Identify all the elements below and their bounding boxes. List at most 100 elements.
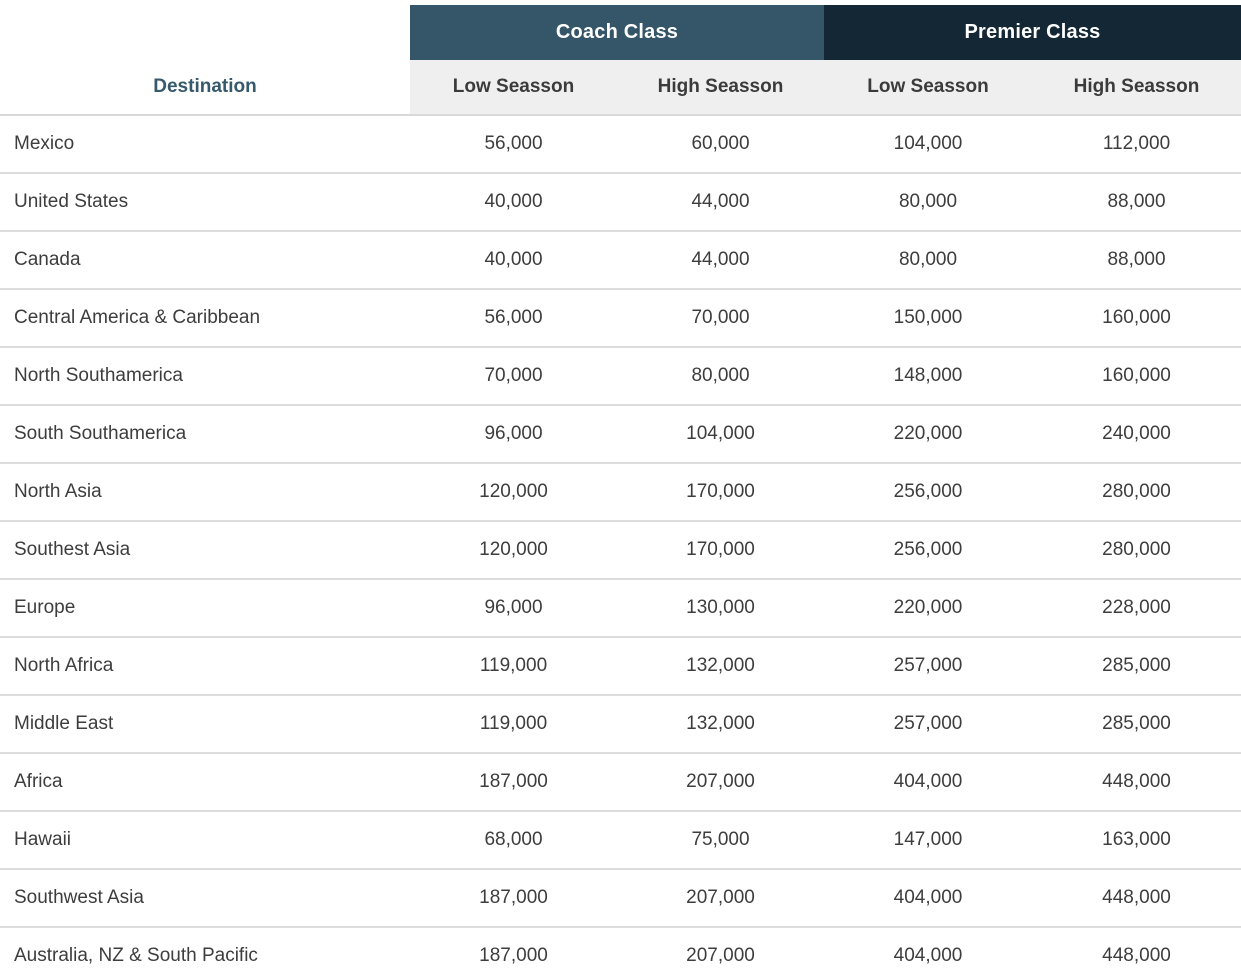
miles-value-cell: 70,000 <box>484 365 543 386</box>
miles-value-cell: 280,000 <box>1102 539 1171 560</box>
miles-value-cell: 448,000 <box>1102 771 1171 792</box>
miles-value-cell: 448,000 <box>1102 887 1171 908</box>
destination-cell: Hawaii <box>14 829 72 850</box>
table-row: North Asia 120,000 170,000 256,000 280,000 <box>0 464 1241 522</box>
coach-high-season-column-header: High Seasson <box>617 60 824 114</box>
miles-value-cell: 130,000 <box>686 597 755 618</box>
destination-cell: United States <box>14 191 129 212</box>
miles-value-cell: 285,000 <box>1102 655 1171 676</box>
destination-cell: Middle East <box>14 713 114 734</box>
miles-value-cell: 56,000 <box>484 307 543 328</box>
destination-cell: Africa <box>14 771 63 792</box>
miles-value-cell: 404,000 <box>893 771 963 792</box>
miles-value-cell: 40,000 <box>484 249 543 270</box>
miles-value-cell: 68,000 <box>484 829 543 850</box>
miles-value-cell: 120,000 <box>479 481 548 502</box>
destination-cell: North Southamerica <box>14 365 183 386</box>
miles-value-cell: 104,000 <box>686 423 755 444</box>
miles-value-cell: 404,000 <box>893 887 963 908</box>
table-row: Southwest Asia 187,000 207,000 404,000 448,0… <box>0 870 1241 928</box>
premier-class-group-header: Premier Class <box>824 5 1241 60</box>
table-row: Africa 187,000 207,000 404,000 448,000 <box>0 754 1241 812</box>
miles-value-cell: 80,000 <box>898 249 958 270</box>
miles-value-cell: 170,000 <box>686 481 755 502</box>
destination-cell: Southwest Asia <box>14 887 144 908</box>
miles-value-cell: 150,000 <box>893 307 963 328</box>
miles-value-cell: 70,000 <box>691 307 750 328</box>
miles-value-cell: 280,000 <box>1102 481 1171 502</box>
miles-value-cell: 160,000 <box>1102 365 1171 386</box>
miles-value-cell: 187,000 <box>479 887 548 908</box>
miles-value-cell: 119,000 <box>479 713 548 734</box>
miles-value-cell: 187,000 <box>479 945 548 966</box>
miles-value-cell: 88,000 <box>1107 191 1166 212</box>
season-subheader-row: Destination Low Seasson High Seasson Low… <box>0 60 1241 116</box>
table-row: Canada 40,000 44,000 80,000 88,000 <box>0 232 1241 290</box>
premier-class-label: Premier Class <box>964 21 1101 43</box>
table-row: Europe 96,000 130,000 220,000 228,000 <box>0 580 1241 638</box>
destination-cell: Australia, NZ & South Pacific <box>14 945 258 966</box>
coach-class-label: Coach Class <box>555 21 679 43</box>
miles-value-cell: 256,000 <box>893 539 963 560</box>
miles-value-cell: 80,000 <box>898 191 958 212</box>
miles-value-cell: 60,000 <box>691 133 750 154</box>
miles-value-cell: 228,000 <box>1102 597 1171 618</box>
miles-value-cell: 56,000 <box>484 133 543 154</box>
miles-value-cell: 187,000 <box>479 771 548 792</box>
destination-column-header: Destination <box>0 60 410 114</box>
destination-cell: Mexico <box>14 133 75 154</box>
miles-value-cell: 256,000 <box>893 481 963 502</box>
miles-value-cell: 220,000 <box>893 423 963 444</box>
destination-cell: Southest Asia <box>14 539 131 560</box>
miles-value-cell: 448,000 <box>1102 945 1171 966</box>
miles-value-cell: 96,000 <box>484 597 543 618</box>
miles-value-cell: 44,000 <box>691 249 750 270</box>
miles-value-cell: 285,000 <box>1102 713 1171 734</box>
miles-value-cell: 75,000 <box>691 829 750 850</box>
coach-class-group-header: Coach Class <box>410 5 824 60</box>
table-row: North Southamerica 70,000 80,000 148,000 160… <box>0 348 1241 406</box>
class-group-header-row: Coach Class Premier Class <box>0 5 1241 60</box>
destination-cell: South Southamerica <box>14 423 187 444</box>
table-body: Mexico 56,000 60,000 104,000 112,000 United S… <box>0 116 1241 970</box>
table-row: Hawaii 68,000 75,000 147,000 163,000 <box>0 812 1241 870</box>
miles-value-cell: 170,000 <box>686 539 755 560</box>
miles-value-cell: 220,000 <box>893 597 963 618</box>
destination-cell: Europe <box>14 597 76 618</box>
table-row: Mexico 56,000 60,000 104,000 112,000 <box>0 116 1241 174</box>
miles-value-cell: 119,000 <box>479 655 548 676</box>
miles-value-cell: 160,000 <box>1102 307 1171 328</box>
destination-cell: North Asia <box>14 481 102 502</box>
miles-value-cell: 132,000 <box>686 655 755 676</box>
miles-value-cell: 240,000 <box>1102 423 1171 444</box>
miles-value-cell: 207,000 <box>686 887 755 908</box>
miles-value-cell: 404,000 <box>893 945 963 966</box>
coach-low-season-column-header: Low Seasson <box>410 60 617 114</box>
table-row: Central America & Caribbean 56,000 70,000 1… <box>0 290 1241 348</box>
miles-value-cell: 44,000 <box>691 191 750 212</box>
miles-value-cell: 104,000 <box>893 133 963 154</box>
premier-high-season-column-header: High Seasson <box>1032 60 1241 114</box>
destination-cell: Central America & Caribbean <box>14 307 261 328</box>
miles-value-cell: 40,000 <box>484 191 543 212</box>
miles-value-cell: 80,000 <box>691 365 750 386</box>
miles-value-cell: 207,000 <box>686 945 755 966</box>
destination-cell: North Africa <box>14 655 114 676</box>
miles-value-cell: 207,000 <box>686 771 755 792</box>
miles-value-cell: 257,000 <box>893 655 963 676</box>
miles-value-cell: 112,000 <box>1102 133 1171 154</box>
miles-value-cell: 120,000 <box>479 539 548 560</box>
table-row: Middle East 119,000 132,000 257,000 285,000 <box>0 696 1241 754</box>
table-row: North Africa 119,000 132,000 257,000 285,000 <box>0 638 1241 696</box>
miles-value-cell: 132,000 <box>686 713 755 734</box>
destination-cell: Canada <box>14 249 81 270</box>
miles-value-cell: 88,000 <box>1107 249 1166 270</box>
miles-value-cell: 163,000 <box>1102 829 1171 850</box>
destination-group-spacer <box>0 5 410 60</box>
table-row: South Southamerica 96,000 104,000 220,000 24… <box>0 406 1241 464</box>
miles-value-cell: 257,000 <box>893 713 963 734</box>
miles-value-cell: 148,000 <box>893 365 963 386</box>
miles-value-cell: 147,000 <box>893 829 963 850</box>
miles-value-cell: 96,000 <box>484 423 543 444</box>
